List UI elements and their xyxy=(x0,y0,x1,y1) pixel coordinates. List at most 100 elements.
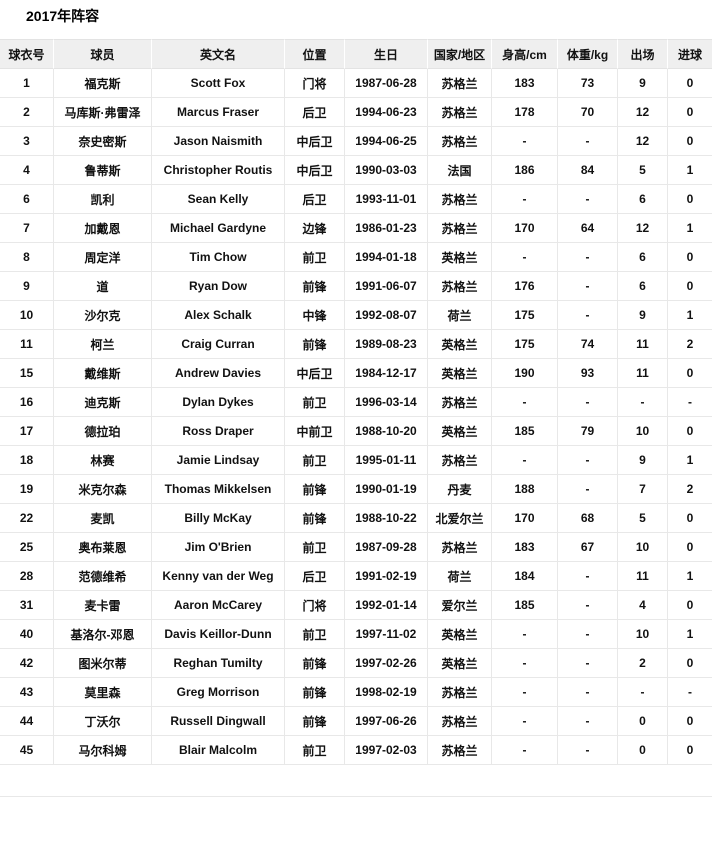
table-cell: 1992-01-14 xyxy=(345,591,428,620)
table-cell: Blair Malcolm xyxy=(152,736,285,765)
table-cell: 70 xyxy=(558,98,618,127)
table-cell: 英格兰 xyxy=(428,417,492,446)
table-cell: 9 xyxy=(618,446,668,475)
table-cell: 0 xyxy=(668,707,712,736)
table-cell: - xyxy=(558,707,618,736)
table-cell: 185 xyxy=(492,417,558,446)
table-cell: 1 xyxy=(668,301,712,330)
table-cell: 前锋 xyxy=(285,678,345,707)
table-cell: Ross Draper xyxy=(152,417,285,446)
table-cell: 9 xyxy=(0,272,54,301)
table-cell: 1992-08-07 xyxy=(345,301,428,330)
table-row: 6 凯利 Sean Kelly 后卫 1993-11-01 苏格兰 - -6 0 xyxy=(0,185,712,214)
table-cell: 12 xyxy=(618,98,668,127)
table-cell: 中后卫 xyxy=(285,359,345,388)
table-cell: 1997-02-26 xyxy=(345,649,428,678)
table-cell: 0 xyxy=(668,504,712,533)
table-cell: 1991-02-19 xyxy=(345,562,428,591)
table-cell: 1990-03-03 xyxy=(345,156,428,185)
table-cell: - xyxy=(558,649,618,678)
table-cell: 11 xyxy=(618,330,668,359)
table-row: 44 丁沃尔 Russell Dingwall 前锋 1997-06-26 苏格兰 - -0 0 xyxy=(0,707,712,736)
table-row: 10 沙尔克 Alex Schalk 中锋 1992-08-07 荷兰 175-9 1 xyxy=(0,301,712,330)
table-cell: - xyxy=(558,243,618,272)
table-cell: 184 xyxy=(492,562,558,591)
table-cell: 前卫 xyxy=(285,388,345,417)
table-cell: 0 xyxy=(668,533,712,562)
table-cell: 前卫 xyxy=(285,533,345,562)
table-cell: 苏格兰 xyxy=(428,272,492,301)
table-cell: 苏格兰 xyxy=(428,185,492,214)
table-cell: - xyxy=(492,243,558,272)
page-title: 2017年阵容 xyxy=(26,8,100,24)
table-cell: 基洛尔-邓恩 xyxy=(54,620,152,649)
table-cell: - xyxy=(558,446,618,475)
table-cell: 16 xyxy=(0,388,54,417)
table-cell: 迪克斯 xyxy=(54,388,152,417)
table-cell: 0 xyxy=(668,69,712,98)
table-cell: 德拉珀 xyxy=(54,417,152,446)
table-cell: 19 xyxy=(0,475,54,504)
table-cell: 1990-01-19 xyxy=(345,475,428,504)
column-header: 进球 xyxy=(668,39,712,69)
column-header: 球员 xyxy=(54,39,152,69)
table-cell: Aaron McCarey xyxy=(152,591,285,620)
table-row: 45 马尔科姆 Blair Malcolm 前卫 1997-02-03 苏格兰 - -0 0 xyxy=(0,736,712,765)
table-cell: 73 xyxy=(558,69,618,98)
table-cell: 0 xyxy=(668,736,712,765)
table-cell: 前锋 xyxy=(285,707,345,736)
table-cell: 0 xyxy=(668,359,712,388)
table-cell: 4 xyxy=(618,591,668,620)
table-cell: 1 xyxy=(668,156,712,185)
table-cell: 前锋 xyxy=(285,649,345,678)
table-cell: 45 xyxy=(0,736,54,765)
table-cell: 1995-01-11 xyxy=(345,446,428,475)
table-cell: 1 xyxy=(668,562,712,591)
table-cell: 183 xyxy=(492,533,558,562)
table-cell: 18 xyxy=(0,446,54,475)
table-cell: 6 xyxy=(618,185,668,214)
table-cell: 英格兰 xyxy=(428,243,492,272)
header-row: 球衣号 球员 英文名 位置 生日 国家/地区 身高/cm 体重/kg 出场 进球 xyxy=(0,39,712,69)
table-cell: 戴维斯 xyxy=(54,359,152,388)
table-cell: 林赛 xyxy=(54,446,152,475)
table-cell: 5 xyxy=(618,156,668,185)
table-row: 3 奈史密斯 Jason Naismith 中后卫 1994-06-25 苏格兰 - -12 0 xyxy=(0,127,712,156)
table-cell: Dylan Dykes xyxy=(152,388,285,417)
table-cell: 北爱尔兰 xyxy=(428,504,492,533)
table-cell: Alex Schalk xyxy=(152,301,285,330)
table-cell: 5 xyxy=(618,504,668,533)
table-cell: 鲁蒂斯 xyxy=(54,156,152,185)
table-row: 25 奥布莱恩 Jim O'Brien 前卫 1987-09-28 苏格兰 183 67 10 0 xyxy=(0,533,712,562)
table-cell: 凯利 xyxy=(54,185,152,214)
table-cell: 2 xyxy=(618,649,668,678)
table-cell: - xyxy=(558,591,618,620)
table-cell: - xyxy=(558,301,618,330)
table-cell: 190 xyxy=(492,359,558,388)
table-cell: 0 xyxy=(668,243,712,272)
table-cell: 范德维希 xyxy=(54,562,152,591)
table-row: 1 福克斯 Scott Fox 门将 1987-06-28 苏格兰 183 73 9 0 xyxy=(0,69,712,98)
table-cell: - xyxy=(558,736,618,765)
table-cell: - xyxy=(492,678,558,707)
table-cell: 170 xyxy=(492,214,558,243)
table-cell: 10 xyxy=(618,533,668,562)
table-cell: - xyxy=(558,388,618,417)
table-cell: 后卫 xyxy=(285,562,345,591)
table-cell: 中锋 xyxy=(285,301,345,330)
table-cell: 176 xyxy=(492,272,558,301)
table-cell: 前卫 xyxy=(285,620,345,649)
squad-table: 球衣号 球员 英文名 位置 生日 国家/地区 身高/cm 体重/kg 出场 进球 1 福克斯 Scot… xyxy=(0,39,712,765)
table-cell: - xyxy=(558,562,618,591)
table-cell: - xyxy=(558,185,618,214)
table-cell: - xyxy=(492,185,558,214)
table-cell: 丹麦 xyxy=(428,475,492,504)
table-cell: 9 xyxy=(618,69,668,98)
table-cell: 米克尔森 xyxy=(54,475,152,504)
table-cell: Thomas Mikkelsen xyxy=(152,475,285,504)
column-header: 身高/cm xyxy=(492,39,558,69)
table-cell: 17 xyxy=(0,417,54,446)
table-cell: 苏格兰 xyxy=(428,736,492,765)
table-cell: 1991-06-07 xyxy=(345,272,428,301)
table-cell: 175 xyxy=(492,301,558,330)
